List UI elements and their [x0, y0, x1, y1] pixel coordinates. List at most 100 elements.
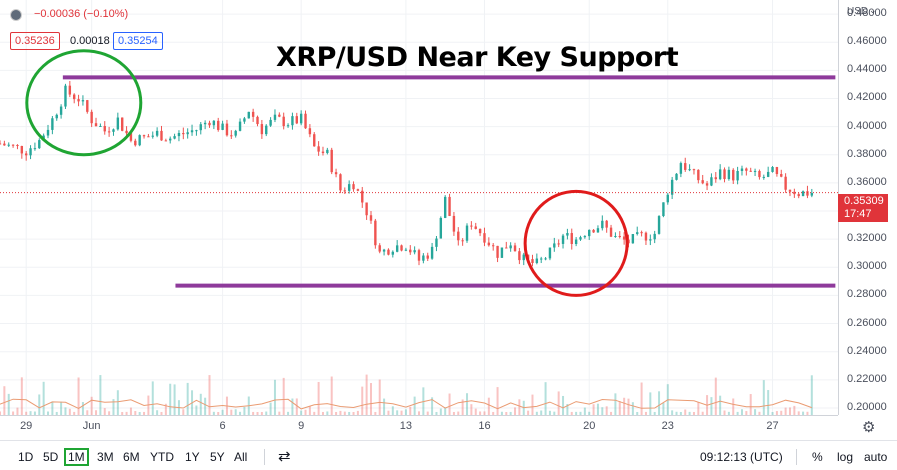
volume-bar [221, 409, 224, 415]
volume-bar [112, 399, 115, 415]
candle-body [736, 170, 739, 181]
volume-bar [164, 403, 167, 415]
symbol-logo-icon[interactable] [10, 9, 22, 21]
candle-body [46, 129, 50, 136]
clock[interactable]: 09:12:13 (UTC) [700, 450, 783, 464]
grid-layer [0, 0, 838, 415]
candle-body [125, 130, 128, 134]
date-range-icon[interactable]: ⇄ [278, 448, 291, 465]
volume-bar [409, 406, 412, 415]
candle-body [732, 169, 735, 181]
gear-icon[interactable]: ⚙ [862, 419, 876, 436]
candle-body [762, 176, 766, 178]
candle-body [413, 250, 416, 253]
volume-bar [243, 406, 246, 415]
range-button-ytd[interactable]: YTD [150, 450, 174, 464]
volume-bar [732, 398, 735, 415]
candle-body [609, 227, 613, 237]
range-button-6m[interactable]: 6M [123, 450, 140, 464]
candle-body [465, 225, 469, 241]
range-button-5d[interactable]: 5D [43, 450, 59, 464]
candle-body [129, 133, 133, 141]
volume-bar [662, 402, 665, 415]
time-axis[interactable]: 29 Jun 6 9 13 16 20 23 27 [0, 415, 838, 438]
candle-body [570, 233, 573, 244]
y-tick-label: 0.26000 [847, 316, 887, 329]
candle-body [295, 116, 298, 124]
candle-body [29, 148, 32, 156]
candle-body [400, 245, 403, 251]
candle-body [496, 245, 499, 258]
candle-body [243, 118, 246, 122]
candle-body [238, 121, 242, 131]
candle-body [395, 245, 399, 252]
candle-body [535, 258, 539, 264]
buy-price-button[interactable]: 0.35254 [113, 32, 163, 50]
volume-bar [287, 411, 290, 415]
candle-body [666, 194, 669, 203]
volume-bar [16, 407, 19, 415]
range-button-1m[interactable]: 1M [64, 448, 89, 466]
support-highlight-circle [523, 189, 629, 297]
candle-body [766, 171, 770, 177]
candle-body [182, 132, 185, 135]
sell-price-button[interactable]: 0.35236 [10, 32, 60, 50]
range-button-1y[interactable]: 1Y [185, 450, 200, 464]
volume-bar [335, 411, 338, 415]
candle-body [705, 183, 709, 186]
chevron-down-icon[interactable]: ⌄ [869, 5, 877, 15]
candle-body [391, 251, 395, 255]
candle-body [710, 177, 713, 186]
volume-bar [697, 401, 700, 415]
volume-bar [121, 411, 124, 415]
volume-bar [793, 405, 796, 415]
candle-body [169, 138, 172, 141]
range-button-all[interactable]: All [234, 450, 248, 464]
volume-bar [330, 376, 333, 415]
range-button-3m[interactable]: 3M [97, 450, 114, 464]
candle-body [304, 113, 307, 129]
volume-bar [186, 382, 189, 415]
candle-body [531, 259, 534, 264]
price-plot[interactable] [0, 0, 838, 415]
volume-bar [514, 407, 517, 415]
candle-body [483, 233, 486, 243]
candle-body [784, 176, 787, 190]
volume-bar [256, 411, 259, 415]
volume-bar [596, 403, 599, 415]
candle-body [16, 145, 19, 147]
log-scale-button[interactable]: log [837, 450, 854, 464]
candle-body [234, 130, 237, 136]
candle-body [112, 129, 115, 132]
volume-bar [653, 411, 656, 415]
percent-scale-button[interactable]: % [812, 450, 823, 464]
candle-body [522, 254, 525, 261]
range-button-5y[interactable]: 5Y [210, 450, 225, 464]
candle-body [378, 245, 381, 252]
range-button-1d[interactable]: 1D [18, 450, 34, 464]
volume-bar [33, 411, 36, 415]
candle-body [68, 85, 72, 95]
candle-body [487, 242, 491, 246]
volume-bar [483, 411, 486, 415]
chart-area[interactable]: −0.00036 (−0.10%) 0.35236 0.00018 0.3525… [0, 0, 838, 415]
volume-bar [644, 411, 647, 415]
volume-bar [640, 382, 643, 415]
candle-body [24, 153, 28, 156]
volume-bar [688, 411, 691, 415]
currency-selector[interactable]: USD [847, 6, 869, 17]
candle-body [675, 173, 678, 180]
candle-body [409, 249, 412, 253]
volume-bar [426, 411, 429, 415]
volume-layer [0, 374, 813, 415]
auto-scale-button[interactable]: auto [864, 450, 888, 464]
volume-bar [308, 406, 311, 415]
current-price-label: 0.35309 [844, 195, 884, 207]
y-tick-label: 0.24000 [847, 344, 887, 357]
volume-bar [771, 411, 774, 415]
candle-body [94, 123, 98, 127]
x-tick-label: 16 [478, 420, 491, 432]
candle-body [278, 114, 281, 117]
candle-body [217, 120, 220, 130]
volume-bar [42, 381, 45, 415]
